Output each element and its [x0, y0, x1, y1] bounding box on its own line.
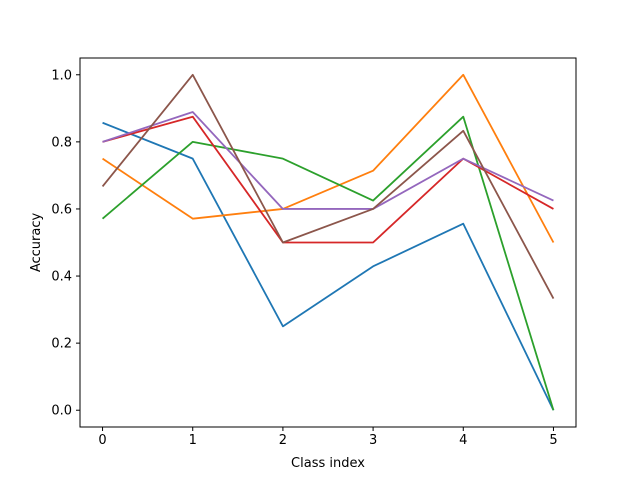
series-line-5 — [102, 111, 554, 210]
x-axis-label: Class index — [291, 456, 365, 471]
y-tick-label: 1.0 — [51, 68, 72, 83]
x-tick-label: 2 — [279, 433, 287, 448]
series-line-4 — [102, 115, 554, 244]
y-tick-label: 0.0 — [51, 404, 72, 419]
y-tick-label: 0.8 — [51, 135, 72, 150]
y-tick-label: 0.4 — [51, 270, 72, 285]
x-tick-label: 1 — [189, 433, 197, 448]
series-layer — [101, 73, 555, 411]
y-axis: 0.0 0.2 0.4 0.6 0.8 1.0 — [51, 68, 80, 419]
x-tick-label: 0 — [98, 433, 106, 448]
series-line-1 — [102, 121, 555, 411]
y-axis-label: Accuracy — [29, 213, 44, 273]
series-line-2 — [102, 73, 555, 243]
x-tick-label: 5 — [549, 433, 557, 448]
series-line-6 — [101, 73, 555, 299]
y-tick-label: 0.6 — [51, 202, 72, 217]
x-tick-label: 3 — [369, 433, 377, 448]
x-axis: 0 1 2 3 4 5 — [98, 427, 558, 448]
y-tick-label: 0.2 — [51, 337, 72, 352]
x-tick-label: 4 — [459, 433, 467, 448]
plot-frame — [79, 57, 577, 428]
